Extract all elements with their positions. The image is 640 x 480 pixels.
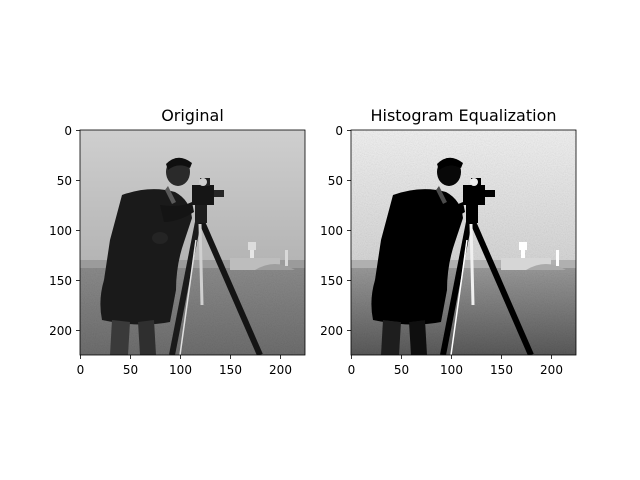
x-tick-label: 100	[169, 363, 192, 377]
x-axis: 0 50 100 150 200	[348, 355, 563, 377]
y-axis: 0 50 100 150 200	[320, 124, 351, 338]
x-tick-label: 50	[123, 363, 138, 377]
x-tick-label: 0	[77, 363, 85, 377]
x-tick-label: 100	[440, 363, 463, 377]
x-tick-label: 50	[394, 363, 409, 377]
image-original	[80, 130, 305, 355]
image-frame	[350, 129, 577, 356]
panel-title: Histogram Equalization	[370, 106, 556, 125]
image-equalized	[351, 130, 576, 355]
x-tick-label: 0	[348, 363, 356, 377]
y-tick-label: 200	[320, 324, 343, 338]
y-tick-label: 50	[328, 174, 343, 188]
image-frame	[79, 129, 306, 356]
y-tick-label: 150	[49, 274, 72, 288]
x-axis: 0 50 100 150 200	[77, 355, 292, 377]
y-tick-label: 0	[64, 124, 72, 138]
x-tick-label: 200	[269, 363, 292, 377]
y-tick-label: 100	[320, 224, 343, 238]
y-tick-label: 0	[335, 124, 343, 138]
panel-original: Original 0 50 100 150 200	[49, 106, 306, 377]
y-tick-label: 150	[320, 274, 343, 288]
y-tick-label: 200	[49, 324, 72, 338]
x-tick-label: 200	[540, 363, 563, 377]
panel-equalized: Histogram Equalization 0 50 100 150 200	[320, 106, 577, 377]
x-tick-label: 150	[490, 363, 513, 377]
panel-title: Original	[161, 106, 224, 125]
x-tick-label: 150	[219, 363, 242, 377]
y-tick-label: 100	[49, 224, 72, 238]
y-tick-label: 50	[57, 174, 72, 188]
y-axis: 0 50 100 150 200	[49, 124, 80, 338]
